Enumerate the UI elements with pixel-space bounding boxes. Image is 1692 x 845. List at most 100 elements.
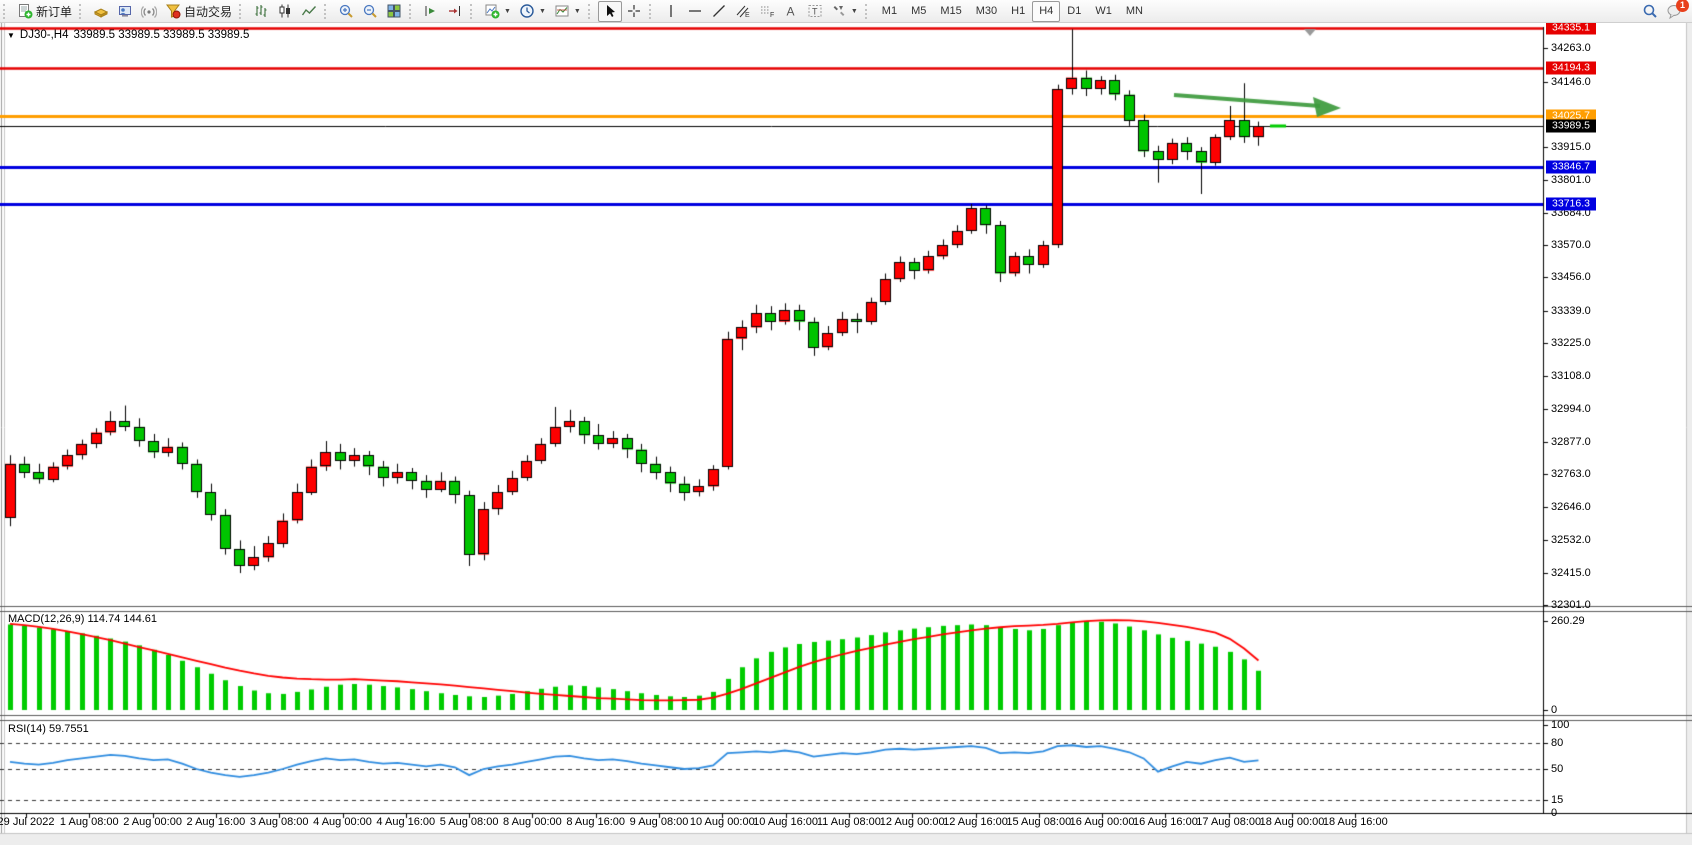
price-tick: 33801.0 [1551,173,1591,186]
timeframe-m30[interactable]: M30 [969,1,1004,22]
fibonacci-button[interactable]: F [755,1,779,22]
auto-trading-button[interactable]: 自动交易 [161,1,236,22]
timeframe-m5[interactable]: M5 [904,1,933,22]
price-tick: 34263.0 [1551,42,1591,55]
timeframe-w1[interactable]: W1 [1088,1,1119,22]
bar-chart-button[interactable] [249,1,273,22]
timeframe-m15[interactable]: M15 [933,1,968,22]
chart-title: ▼ DJ30-,H4 33989.5 33989.5 33989.5 33989… [7,29,249,41]
bar-chart-icon [255,5,267,17]
equidistant-channel-icon: E [736,5,750,19]
indicators-caret-icon: ▼ [504,7,511,15]
indicators-button[interactable]: ▼ [480,1,515,22]
line-chart-icon [301,6,317,16]
auto-trading-label: 自动交易 [184,4,233,19]
time-axis-label: 29 Jul 2022 [0,816,55,828]
candlestick-chart-button[interactable] [273,1,297,22]
signal-button[interactable] [137,1,161,22]
indicators-icon [485,4,500,19]
chart-canvas[interactable] [0,22,1692,845]
bricks-button[interactable] [89,1,113,22]
time-axis-label: 8 Aug 16:00 [566,816,626,828]
timeframe-label: M15 [940,5,962,17]
symbol-dropdown-icon[interactable]: ▼ [7,30,15,40]
price-tick: 32532.0 [1551,533,1591,546]
line-chart-button[interactable] [297,1,321,22]
price-tick: 34146.0 [1551,75,1591,88]
time-axis-label: 5 Aug 08:00 [439,816,499,828]
chart-shift-icon [449,6,461,16]
toolbar-drag-handle[interactable] [409,3,415,19]
vertical-line-button[interactable] [659,1,683,22]
toolbar-drag-handle[interactable] [470,3,476,19]
tile-windows-icon [387,4,401,18]
text-icon: A [786,5,794,19]
price-tick: 32763.0 [1551,468,1591,481]
timeframe-m1[interactable]: M1 [875,1,904,22]
cursor-button[interactable] [597,0,622,22]
periods-button[interactable]: ▼ [515,1,550,22]
rsi-value: 59.7551 [48,723,89,735]
timeframe-d1[interactable]: D1 [1060,1,1088,22]
timeframe-h4[interactable]: H4 [1032,0,1061,22]
zoom-in-button[interactable] [334,1,358,22]
toolbar-drag-handle[interactable] [648,3,655,19]
rsi-axis-label: 100 [1551,719,1570,731]
toolbar: 新订单 [0,0,1692,23]
new-order-label: 新订单 [36,4,73,19]
time-axis-label: 9 Aug 08:00 [629,816,689,828]
templates-button[interactable]: ▼ [550,1,585,22]
price-badge: 33716.3 [1546,197,1596,211]
time-axis-label: 1 Aug 08:00 [59,816,119,828]
rsi-title: RSI(14) [8,723,46,735]
price-tick: 33570.0 [1551,239,1591,252]
equidistant-channel-button[interactable]: E [731,1,755,22]
text-label-button[interactable]: T [803,1,827,22]
trendline-button[interactable] [707,1,731,22]
timeframe-label: M30 [975,5,998,17]
crosshair-button[interactable] [622,1,646,22]
notification-badge: 1 [1676,0,1689,12]
timeframe-label: MN [1125,5,1143,17]
time-axis-label: 2 Aug 00:00 [123,816,182,828]
toolbar-drag-handle[interactable] [864,3,871,19]
macd-axis-label: 0 [1551,704,1558,716]
zoom-out-button[interactable] [358,1,382,22]
fibo-f-glyph: F [770,12,774,19]
rsi-axis-label: 0 [1551,807,1558,819]
toolbar-drag-handle[interactable] [239,3,245,19]
new-order-icon [19,4,33,19]
auto-scroll-button[interactable] [419,1,443,22]
time-axis-label: 17 Aug 08:00 [1196,816,1262,828]
time-axis-label: 10 Aug 00:00 [689,816,755,828]
new-order-button[interactable]: 新订单 [13,1,76,22]
chart-shift-button[interactable] [443,1,467,22]
toolbar-drag-handle[interactable] [3,3,9,19]
time-axis-label: 12 Aug 16:00 [943,816,1008,828]
publisher-button[interactable] [113,1,137,22]
label-t-glyph: T [812,7,818,17]
price-tick: 32994.0 [1551,402,1591,415]
candlestick-chart-icon [279,4,291,18]
price-badge: 33989.5 [1546,119,1596,133]
timeframe-label: H4 [1039,5,1054,17]
toolbar-drag-handle[interactable] [79,3,85,19]
channel-e-glyph: E [745,12,750,19]
time-axis-label: 18 Aug 00:00 [1259,816,1325,828]
timeframe-h1[interactable]: H1 [1004,1,1032,22]
toolbar-drag-handle[interactable] [324,3,330,19]
text-button[interactable]: A [779,1,803,22]
fibonacci-icon: F [760,6,774,19]
rsi-axis-label: 80 [1551,736,1564,749]
chat-button[interactable]: 1 [1666,0,1689,19]
horizontal-line-button[interactable] [683,1,707,22]
price-tick: 32877.0 [1551,435,1591,448]
arrows-button[interactable]: ▼ [827,1,862,22]
search-icon[interactable] [1642,3,1658,19]
tile-windows-button[interactable] [382,1,406,22]
timeframe-mn[interactable]: MN [1119,1,1150,22]
periods-clock-icon [520,4,534,18]
toolbar-drag-handle[interactable] [587,3,594,19]
time-axis-label: 2 Aug 16:00 [186,816,246,828]
price-badge: 34335.1 [1546,21,1596,35]
